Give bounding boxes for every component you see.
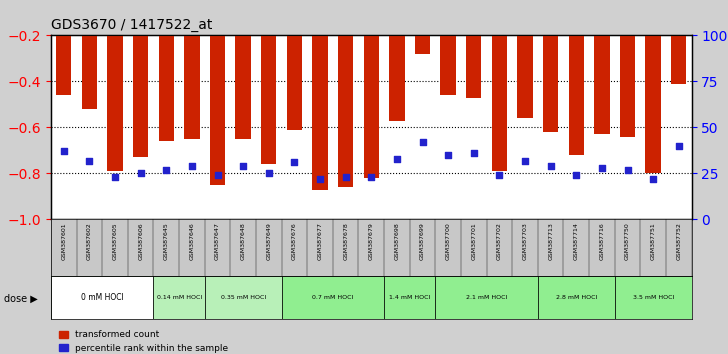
Bar [491,0,507,171]
Text: 0.14 mM HOCl: 0.14 mM HOCl [157,295,202,300]
Bar [620,0,636,137]
Bar [107,0,123,171]
Point [263,171,274,176]
Point [571,172,582,178]
Point [84,158,95,164]
Bar [261,0,277,164]
Point [365,174,377,180]
Text: GSM387701: GSM387701 [471,222,476,260]
FancyBboxPatch shape [205,276,282,319]
FancyBboxPatch shape [282,276,384,319]
Text: GSM387602: GSM387602 [87,222,92,260]
Bar [56,0,71,95]
Bar [210,0,225,185]
Point [237,163,249,169]
Bar [594,0,609,135]
Bar [389,0,405,120]
Text: GSM387648: GSM387648 [241,222,245,260]
Text: GSM387647: GSM387647 [215,222,220,260]
Text: GSM387605: GSM387605 [113,222,117,260]
Point [647,176,659,182]
Point [468,150,480,156]
Point [288,160,300,165]
Text: GSM387702: GSM387702 [497,222,502,260]
Text: GSM387649: GSM387649 [266,222,272,260]
Text: GSM387646: GSM387646 [189,222,194,260]
Bar [235,0,251,139]
Text: 0.35 mM HOCl: 0.35 mM HOCl [221,295,266,300]
Text: GSM387676: GSM387676 [292,222,297,260]
Text: 0 mM HOCl: 0 mM HOCl [81,293,124,302]
Bar [440,0,456,95]
Bar [646,0,661,173]
Legend: transformed count, percentile rank within the sample: transformed count, percentile rank withi… [55,327,232,354]
Text: 0.7 mM HOCl: 0.7 mM HOCl [312,295,354,300]
Bar [671,0,687,84]
Point [443,152,454,158]
Text: GSM387750: GSM387750 [625,222,630,260]
Text: GSM387601: GSM387601 [61,222,66,260]
Text: GSM387678: GSM387678 [343,222,348,260]
Text: GSM387679: GSM387679 [369,222,373,260]
Text: GDS3670 / 1417522_at: GDS3670 / 1417522_at [51,18,213,32]
Point [622,167,633,173]
Point [109,174,121,180]
Text: 2.1 mM HOCl: 2.1 mM HOCl [466,295,507,300]
Point [212,172,223,178]
Point [160,167,172,173]
FancyBboxPatch shape [538,276,614,319]
Text: GSM387677: GSM387677 [317,222,323,260]
Bar [338,0,353,187]
Point [314,176,326,182]
Text: 3.5 mM HOCl: 3.5 mM HOCl [633,295,674,300]
Bar [287,0,302,130]
Point [494,172,505,178]
Text: GSM387752: GSM387752 [676,222,681,260]
Text: GSM387703: GSM387703 [523,222,528,260]
Text: GSM387714: GSM387714 [574,222,579,260]
Text: GSM387698: GSM387698 [395,222,400,260]
Text: 2.8 mM HOCl: 2.8 mM HOCl [555,295,597,300]
Text: GSM387699: GSM387699 [420,222,425,260]
Text: GSM387716: GSM387716 [599,222,604,260]
Point [596,165,608,171]
Bar [312,0,328,190]
FancyBboxPatch shape [384,276,435,319]
Bar [466,0,481,97]
Bar [184,0,199,139]
Bar [133,0,149,157]
FancyBboxPatch shape [614,276,692,319]
Point [340,174,352,180]
Text: GSM387713: GSM387713 [548,222,553,260]
Text: 1.4 mM HOCl: 1.4 mM HOCl [389,295,430,300]
Point [416,139,428,145]
Bar [415,0,430,54]
Text: GSM387751: GSM387751 [651,222,656,260]
Bar [569,0,584,155]
Text: GSM387700: GSM387700 [446,222,451,260]
Text: GSM387606: GSM387606 [138,222,143,260]
Text: GSM387645: GSM387645 [164,222,169,260]
Bar [543,0,558,132]
FancyBboxPatch shape [435,276,538,319]
Point [58,149,70,154]
Bar [82,0,97,109]
Bar [518,0,533,118]
Point [545,163,556,169]
FancyBboxPatch shape [51,276,154,319]
Point [519,158,531,164]
Point [391,156,403,161]
Point [135,171,146,176]
Point [186,163,198,169]
Point [673,143,684,149]
FancyBboxPatch shape [154,276,205,319]
Bar [363,0,379,178]
Bar [159,0,174,141]
Text: dose ▶: dose ▶ [4,294,37,304]
